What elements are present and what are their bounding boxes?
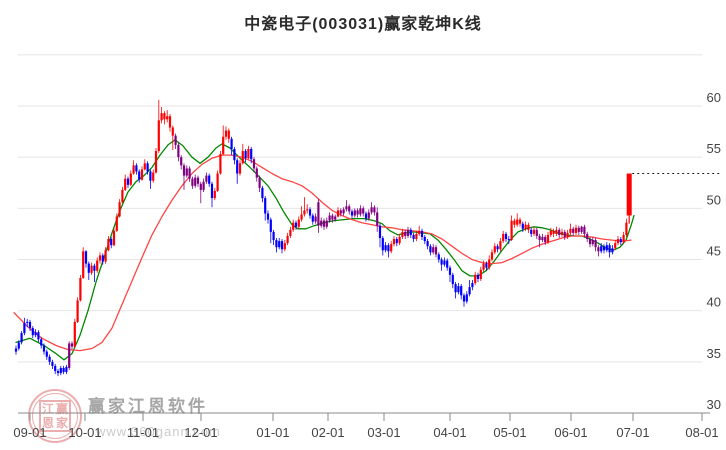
seal-outer-ring bbox=[28, 389, 82, 443]
seal-characters: 江 赢 恩 家 bbox=[39, 400, 71, 432]
fast-ma-green bbox=[15, 139, 635, 361]
seal-inner-ring bbox=[32, 393, 78, 439]
seal-char: 家 bbox=[55, 416, 68, 430]
x-axis-label: 02-01 bbox=[311, 425, 344, 440]
y-axis-label: 55 bbox=[707, 141, 721, 156]
x-axis-label: 12-01 bbox=[184, 425, 217, 440]
x-axis-label: 01-01 bbox=[256, 425, 289, 440]
watermark-url-text: www.360gann.com bbox=[96, 424, 221, 439]
x-axis-label: 08-01 bbox=[685, 425, 718, 440]
slow-ma-red bbox=[13, 154, 632, 352]
y-axis-label: 45 bbox=[707, 243, 721, 258]
seal-char: 赢 bbox=[55, 402, 68, 416]
page-title: 中瓷电子(003031)赢家乾坤K线 bbox=[244, 16, 482, 33]
x-axis-label: 09-01 bbox=[13, 425, 46, 440]
x-axis-label: 03-01 bbox=[367, 425, 400, 440]
y-axis-label: 40 bbox=[707, 295, 721, 310]
y-axis-label: 30 bbox=[707, 397, 721, 412]
seal-char: 江 bbox=[41, 402, 54, 416]
seal-char: 恩 bbox=[41, 416, 54, 430]
watermark-brand-text: 赢家江恩软件 bbox=[88, 397, 208, 416]
x-axis-label: 05-01 bbox=[493, 425, 526, 440]
y-axis-label: 60 bbox=[707, 90, 721, 105]
winner-seal-logo: 江 赢 恩 家 bbox=[28, 389, 82, 443]
y-axis-label: 50 bbox=[707, 192, 721, 207]
y-axis-label: 35 bbox=[707, 346, 721, 361]
x-axis-label: 10-01 bbox=[68, 425, 101, 440]
x-axis-label: 07-01 bbox=[616, 425, 649, 440]
x-axis-label: 11-01 bbox=[127, 425, 159, 440]
x-axis-label: 04-01 bbox=[433, 425, 466, 440]
x-axis-label: 06-01 bbox=[554, 425, 587, 440]
